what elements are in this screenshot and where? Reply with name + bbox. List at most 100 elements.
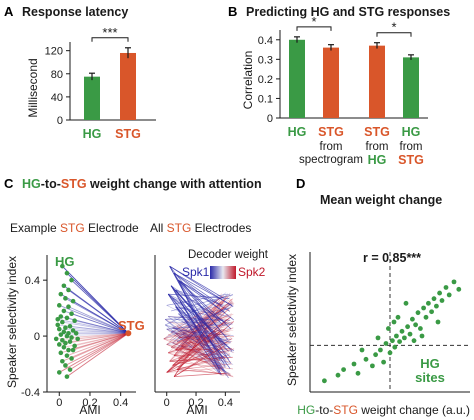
panel-c-right-connection-line	[178, 279, 230, 312]
panel-c-right-connection-line	[174, 335, 233, 340]
panel-c-right-connection-line	[175, 333, 222, 376]
panel-c-title: HG-to-STG weight change with attention	[22, 177, 262, 191]
panel-b-sig-label-2: *	[391, 20, 396, 35]
panel-c-right-xtick-label: 0.4	[218, 397, 233, 409]
panel-c-left-x-ticks: 0 0.2 0.4	[56, 392, 128, 409]
panel-a-title: Response latency	[22, 5, 128, 19]
panel-c-left-connection-line	[77, 332, 129, 340]
panel-c-hg-point	[64, 374, 70, 379]
panel-c-left-connection-line	[72, 300, 129, 334]
panel-d-point	[351, 361, 357, 367]
panel-c-right-connection-line	[181, 299, 223, 347]
panel-c-hg-point	[67, 367, 73, 372]
panel-d-point	[390, 338, 395, 344]
panel-c-right-connection-line	[176, 326, 220, 362]
panel-a-bars	[84, 47, 136, 120]
panel-c-right-xlabel: AMI	[186, 403, 207, 417]
panel-c-right-connection-line	[176, 325, 226, 352]
panel-d-point	[429, 309, 434, 315]
panel-c-right-connection-line	[172, 323, 221, 329]
panel-c-right-connection-line	[181, 345, 231, 375]
panel-d-title: Mean weight change	[320, 193, 442, 207]
panel-c-right-connection-line	[179, 330, 222, 355]
panel-c-left-connection-line	[68, 306, 129, 334]
panel-d: D Mean weight change Speaker selectivity…	[285, 176, 470, 417]
panel-c-right-connection-line	[178, 322, 230, 359]
panel-c-left-connection-line	[60, 316, 129, 334]
panel-b-ytick-label: 0.2	[258, 74, 273, 86]
panel-c-left-connection-line	[66, 332, 129, 357]
panel-c-right-connection-line	[169, 321, 229, 333]
panel-c-right-connection-line	[176, 307, 223, 370]
panel-c-right-connection-line	[175, 299, 221, 351]
panel-c-right-connection-line	[178, 303, 234, 338]
panel-d-point	[403, 300, 409, 306]
panel-c-hg-point	[73, 330, 79, 336]
panel-b-category-3-sub2: HG	[368, 153, 387, 167]
panel-d-point	[383, 341, 389, 346]
panel-b-ytick-label: 0.3	[258, 54, 273, 66]
panel-d-point	[378, 347, 383, 353]
panel-b-bar-3	[369, 45, 385, 119]
panel-c-right-connection-line	[172, 365, 233, 377]
panel-c-right-x-ticks: 0 0.2 0.4	[164, 392, 233, 409]
panel-c-right-connection-line	[184, 336, 224, 340]
panel-a-letter: A	[4, 4, 14, 19]
panel-b-category-3-sub1: from	[366, 141, 389, 153]
panel-c-left-title: Example STG Electrode	[10, 221, 139, 235]
panel-c-right-connection-line	[166, 367, 225, 373]
panel-d-point	[431, 296, 437, 302]
panel-c-right-connection-line	[165, 324, 225, 372]
panel-c-right-connection-line	[173, 272, 233, 306]
panel-c-left-connection-line	[69, 325, 129, 334]
panel-d-point	[411, 338, 417, 344]
panel-c-left-connection-line	[72, 332, 129, 351]
panel-b-ytick-label: 0	[267, 113, 273, 125]
panel-c-right-connection-line	[170, 313, 234, 348]
panel-c-right-connection-line	[171, 331, 228, 345]
panel-c-right-connection-line	[166, 313, 232, 345]
panel-c-right-connection-line	[172, 327, 229, 363]
panel-c-hg-point	[75, 336, 80, 342]
panel-c-right-connection-line	[170, 292, 227, 333]
panel-c-right-connection-line	[173, 299, 226, 377]
panel-c-colorbar	[210, 266, 236, 279]
panel-c-right-connection-line	[169, 340, 233, 362]
panel-c-right-connection-line	[181, 302, 223, 347]
panel-c-right-connection-line	[172, 298, 227, 351]
panel-c-hg-label: HG	[55, 254, 75, 269]
panel-c-left-connection-line	[66, 332, 129, 337]
panel-d-point	[419, 333, 425, 339]
panel-c-right-connection-line	[166, 293, 228, 306]
panel-c-hg-point	[66, 304, 71, 310]
panel-c-right-connection-line	[173, 345, 226, 377]
panel-d-point	[355, 370, 361, 376]
panel-c-right-connection-line	[179, 300, 230, 349]
panel-c-right-connection-line	[173, 328, 232, 356]
panel-d-point	[341, 367, 346, 372]
panel-c-hg-point	[61, 283, 67, 289]
panel-c-right-connection-line	[175, 348, 233, 351]
panel-c-hg-point	[63, 325, 68, 330]
panel-d-point	[410, 316, 415, 322]
panel-c-hg-point	[60, 358, 65, 364]
panel-c-right-connection-line	[182, 333, 223, 372]
panel-b-sig-label-1: *	[311, 14, 316, 29]
panel-c-hg-point	[53, 336, 59, 342]
panel-c-right-connection-line	[169, 327, 231, 341]
panel-d-point	[402, 335, 407, 341]
panel-d-r-label: r = 0.85***	[363, 251, 421, 265]
panel-d-point	[386, 326, 391, 331]
panel-c-title-to: -to-	[41, 177, 61, 191]
panel-a-bar-1	[84, 76, 100, 120]
panel-d-point	[399, 328, 405, 334]
panel-d-point	[397, 339, 402, 344]
panel-c-left-connection-line	[71, 332, 129, 338]
panel-c-right-connection-line	[168, 316, 223, 321]
panel-c-right-connection-line	[172, 348, 235, 366]
panel-c-right-connection-line	[166, 324, 226, 345]
panel-b-significance: * *	[296, 14, 412, 37]
panel-d-point	[456, 286, 462, 292]
panel-c-right-connection-line	[166, 328, 220, 352]
panel-c-right-connection-line	[184, 338, 230, 342]
